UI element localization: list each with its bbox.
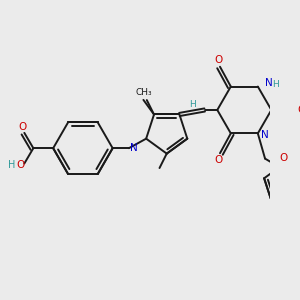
- Text: N: N: [130, 143, 137, 153]
- Text: N: N: [265, 78, 272, 88]
- Text: O: O: [214, 55, 222, 64]
- Text: H: H: [189, 100, 195, 109]
- Text: O: O: [297, 105, 300, 115]
- Text: O: O: [279, 153, 287, 163]
- Text: H: H: [8, 160, 15, 170]
- Text: H: H: [272, 80, 279, 89]
- Text: O: O: [16, 160, 25, 170]
- Text: CH₃: CH₃: [135, 88, 152, 97]
- Text: O: O: [214, 155, 222, 165]
- Text: O: O: [18, 122, 27, 132]
- Text: N: N: [261, 130, 269, 140]
